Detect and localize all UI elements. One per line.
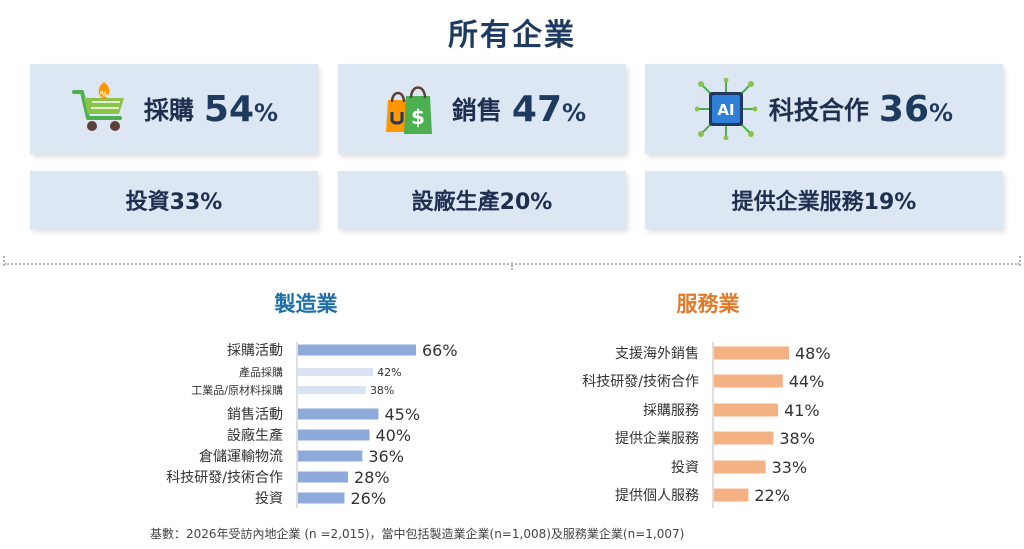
manufacturing-bar: [298, 429, 370, 441]
services-category-label: 提供個人服務: [615, 488, 699, 504]
services-category-label: 科技研發/技術合作: [582, 374, 699, 390]
services-value-label: 44%: [789, 372, 825, 391]
card-sub-label: 設廠生產20%: [411, 190, 553, 215]
ai-chip-icon: AI: [694, 78, 757, 140]
divider-tick: [511, 262, 513, 270]
manufacturing-category-label: 投資: [255, 491, 283, 507]
card-label: 銷售: [451, 96, 502, 125]
manufacturing-bar: [298, 386, 366, 394]
services-bar: [714, 460, 766, 474]
card-value: 54%: [203, 88, 279, 130]
svg-text:$: $: [411, 105, 425, 129]
card-purchasing: % 採購 54%: [30, 64, 318, 154]
services-category-label: 提供企業服務: [615, 430, 699, 447]
manufacturing-value-label: 45%: [384, 405, 420, 424]
manufacturing-value-label: 42%: [377, 366, 401, 379]
svg-text:%: %: [100, 90, 108, 99]
manufacturing-value-label: 40%: [376, 426, 412, 445]
card-label: 採購: [143, 96, 194, 125]
services-bar: [714, 403, 779, 417]
shopping-bags-icon: $: [385, 86, 432, 134]
services-value-label: 38%: [779, 429, 815, 448]
services-bar: [714, 488, 749, 502]
manufacturing-bar: [298, 368, 374, 376]
services-category-label: 支援海外銷售: [615, 346, 699, 362]
services-bar: [714, 431, 774, 445]
card-value: 47%: [511, 88, 587, 130]
services-bar: [714, 374, 783, 388]
card-sales: $ 銷售 47%: [338, 64, 626, 154]
manufacturing-bar: [298, 408, 379, 420]
services-value-label: 41%: [784, 401, 820, 420]
manufacturing-category-label: 工業品/原材料採購: [191, 383, 283, 397]
services-category-label: 採購服務: [643, 403, 699, 419]
card-production: 設廠生產20%: [338, 171, 626, 229]
card-sub-label: 提供企業服務19%: [731, 190, 917, 215]
manufacturing-category-label: 銷售活動: [227, 407, 283, 423]
services-value-label: 48%: [795, 344, 831, 363]
services-title: 服務業: [676, 292, 740, 316]
manufacturing-bar: [298, 450, 363, 462]
manufacturing-bar: [298, 471, 349, 483]
divider-tick: [1019, 256, 1021, 266]
card-label: 科技合作: [768, 96, 869, 125]
manufacturing-value-label: 26%: [350, 489, 386, 508]
manufacturing-value-label: 28%: [354, 468, 390, 487]
shopping-cart-icon: %: [71, 82, 124, 131]
svg-text:AI: AI: [717, 101, 734, 119]
manufacturing-value-label: 36%: [368, 447, 404, 466]
manufacturing-title: 製造業: [274, 292, 338, 316]
manufacturing-bar: [298, 492, 345, 504]
divider-tick: [3, 256, 5, 266]
services-value-label: 33%: [772, 458, 808, 477]
card-business-services: 提供企業服務19%: [645, 171, 1003, 229]
manufacturing-category-label: 科技研發/技術合作: [166, 470, 283, 486]
card-sub-label: 投資33%: [125, 190, 223, 215]
services-value-label: 22%: [754, 486, 790, 505]
card-tech-cooperation: AI 科技合作 36%: [645, 64, 1003, 154]
manufacturing-bar: [298, 344, 416, 356]
manufacturing-category-label: 設廠生產: [227, 427, 283, 444]
services-bar: [714, 346, 789, 360]
manufacturing-value-label: 66%: [422, 341, 458, 360]
manufacturing-category-label: 採購活動: [227, 343, 283, 359]
manufacturing-category-label: 產品採購: [239, 365, 283, 379]
page-title: 所有企業: [448, 18, 576, 53]
card-value: 36%: [878, 88, 954, 130]
services-category-label: 投資: [671, 460, 699, 476]
manufacturing-category-label: 倉儲運輸物流: [199, 449, 283, 465]
manufacturing-value-label: 38%: [370, 384, 394, 397]
card-investment: 投資33%: [30, 171, 318, 229]
footnote: 基數：2026年受訪內地企業 (n =2,015)，當中包括製造業企業(n=1,…: [150, 527, 685, 541]
